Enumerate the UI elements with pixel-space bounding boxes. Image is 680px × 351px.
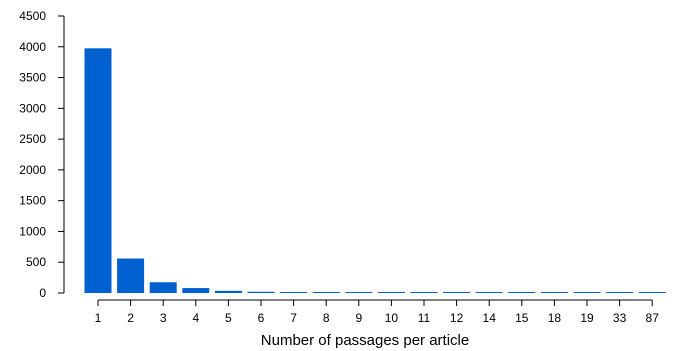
x-tick-label: 33 [613, 311, 627, 325]
y-tick-label: 1000 [19, 224, 46, 238]
x-tick-label: 19 [580, 311, 594, 325]
x-tick-label: 9 [355, 311, 362, 325]
bar-4 [182, 288, 210, 293]
x-tick-label: 4 [192, 311, 199, 325]
x-tick-label: 10 [385, 311, 399, 325]
y-tick-label: 2500 [19, 132, 46, 146]
x-tick-label: 11 [418, 311, 431, 325]
bar-8 [312, 292, 340, 293]
x-tick-label: 12 [450, 311, 464, 325]
x-axis-title: Number of passages per article [261, 332, 469, 349]
x-tick-label: 7 [290, 311, 297, 325]
y-tick-label: 500 [26, 255, 46, 269]
x-tick-label: 8 [323, 311, 330, 325]
bar-6 [247, 291, 275, 293]
bar-2 [117, 258, 145, 293]
bar-12 [443, 292, 471, 293]
bar-87 [638, 292, 666, 293]
bar-9 [345, 292, 373, 293]
x-axis: 1 2 3 4 5 6 7 8 9 10 11 12 14 15 18 19 33 87 [95, 299, 660, 325]
y-tick-label: 0 [39, 286, 46, 300]
bar-1 [84, 48, 112, 293]
bar-18 [540, 292, 568, 293]
bar-5 [214, 290, 242, 293]
y-tick-label: 4000 [19, 40, 46, 54]
bar-3 [149, 282, 177, 293]
bar-33 [606, 292, 634, 293]
y-tick-label: 3500 [19, 71, 46, 85]
y-tick-label: 3000 [19, 101, 46, 115]
y-tick-label: 1500 [19, 194, 46, 208]
bars [84, 48, 666, 293]
y-tick-label: 4500 [19, 9, 46, 23]
x-tick-label: 87 [646, 311, 660, 325]
y-tick-label: 2000 [19, 163, 46, 177]
bar-15 [508, 292, 536, 293]
x-tick-label: 1 [95, 311, 102, 325]
y-axis: 0 500 1000 1500 2000 2500 3000 3500 4000 4500 [19, 9, 65, 300]
x-tick-label: 2 [127, 311, 134, 325]
x-tick-label: 5 [225, 311, 232, 325]
bar-11 [410, 292, 438, 293]
bar-10 [377, 292, 405, 293]
x-tick-label: 3 [160, 311, 167, 325]
x-tick-label: 14 [483, 311, 497, 325]
bar-14 [475, 292, 503, 293]
bar-19 [573, 292, 601, 293]
x-tick-label: 18 [548, 311, 562, 325]
x-tick-label: 15 [515, 311, 529, 325]
x-tick-label: 6 [258, 311, 265, 325]
bar-7 [280, 292, 308, 293]
